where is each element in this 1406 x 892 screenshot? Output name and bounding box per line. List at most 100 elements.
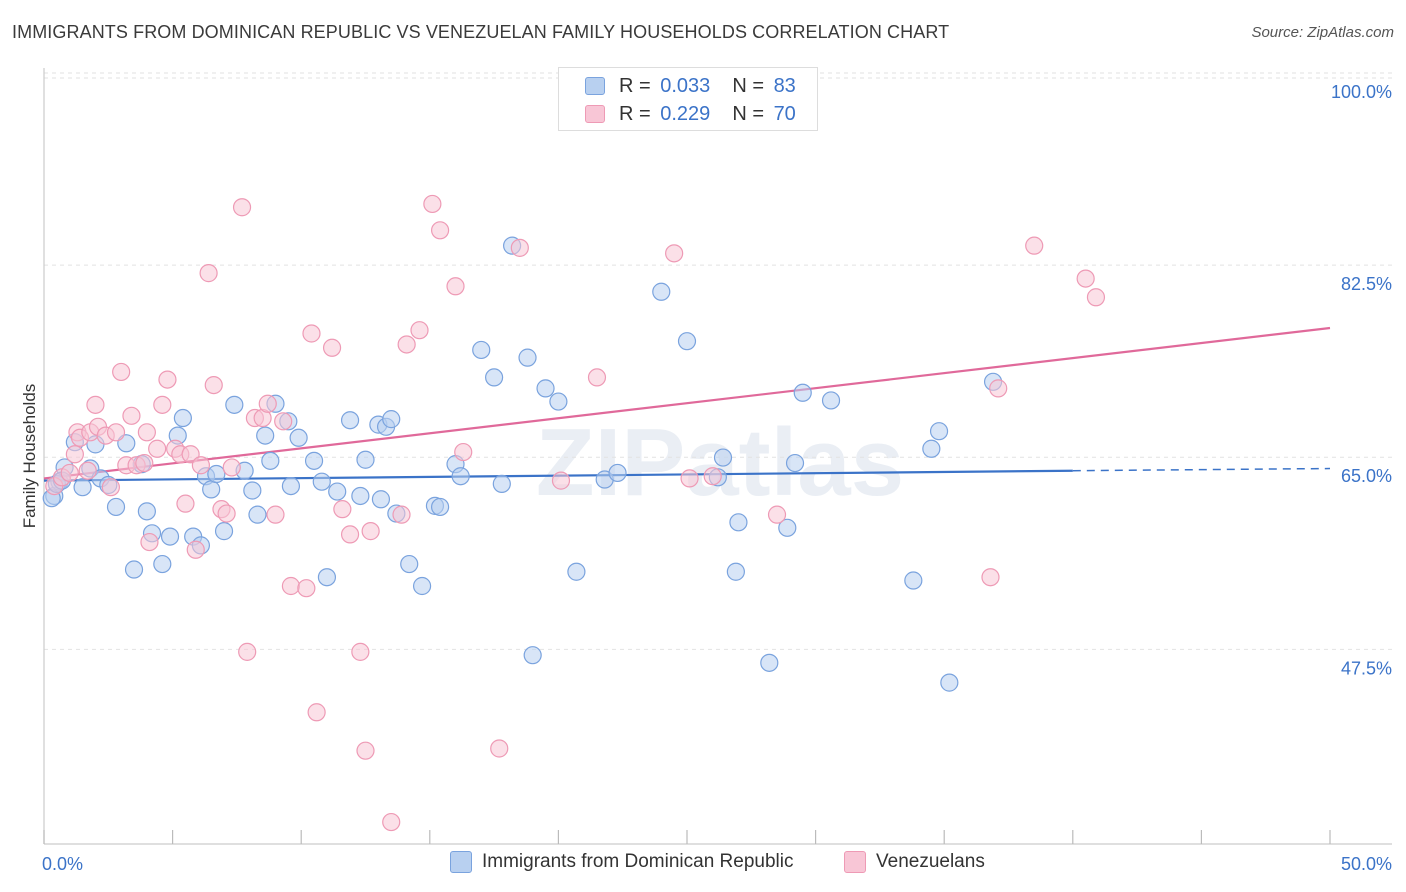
legend-item-dominican: Immigrants from Dominican Republic (450, 851, 794, 873)
x-tick-label: 50.0% (1341, 854, 1392, 874)
point-venezuelan (410, 321, 429, 340)
point-dominican (567, 562, 586, 581)
n-value: 83 (773, 74, 796, 97)
point-venezuelan (1025, 236, 1044, 255)
point-dominican (652, 282, 671, 301)
point-venezuelan (490, 739, 509, 758)
point-dominican (729, 513, 748, 532)
legend-swatch-venezuelan (585, 105, 605, 123)
gridlines (44, 72, 1392, 650)
legend-item-venezuelan: Venezuelans (844, 851, 985, 873)
point-venezuelan (78, 461, 97, 480)
n-value: 70 (773, 102, 796, 125)
point-venezuelan (238, 642, 257, 661)
point-dominican (677, 332, 697, 351)
r-value: 0.229 (660, 102, 711, 125)
point-venezuelan (392, 505, 411, 524)
point-dominican (317, 568, 337, 587)
axes (43, 68, 1392, 845)
point-dominican (73, 478, 92, 497)
point-venezuelan (351, 642, 370, 661)
legend-row-dominican: R = 0.033 N = 83 (585, 72, 796, 100)
trend-line-dominican-extension (1072, 467, 1331, 472)
point-dominican (485, 368, 504, 387)
point-dominican (922, 439, 941, 458)
legend-swatch-dominican (585, 77, 605, 95)
point-dominican (207, 464, 226, 484)
point-dominican (173, 408, 192, 428)
point-dominican (214, 522, 234, 541)
tick-labels: 47.5% 65.0% 82.5% 100.0% 0.0% 50.0% (42, 82, 1392, 874)
point-venezuelan (551, 471, 571, 490)
point-venezuelan (274, 412, 293, 431)
point-venezuelan (767, 505, 787, 524)
point-venezuelan (176, 494, 195, 513)
point-venezuelan (680, 469, 699, 488)
point-dominican (304, 451, 324, 470)
point-dominican (202, 480, 221, 499)
point-dominican (451, 467, 470, 486)
stats-legend: R = 0.033 N = 83 R = 0.229 N = 70 (558, 67, 818, 131)
point-venezuelan (430, 221, 450, 240)
point-dominican (400, 554, 419, 574)
point-venezuelan (454, 442, 473, 462)
point-venezuelan (340, 525, 360, 544)
point-dominican (289, 428, 308, 447)
point-venezuelan (510, 238, 529, 257)
point-dominican (225, 395, 244, 414)
point-venezuelan (137, 423, 156, 442)
point-dominican (536, 379, 555, 398)
n-label: N = (732, 74, 764, 97)
legend-swatch-dominican (450, 851, 472, 873)
point-dominican (248, 505, 267, 524)
point-venezuelan (307, 703, 326, 722)
y-axis-label: Family Households (20, 384, 39, 529)
point-dominican (778, 518, 797, 537)
point-venezuelan (122, 406, 141, 425)
point-venezuelan (258, 394, 277, 413)
point-dominican (124, 560, 144, 579)
y-tick-label: 100.0% (1331, 82, 1392, 102)
point-venezuelan (158, 370, 177, 389)
point-venezuelan (665, 244, 684, 263)
point-venezuelan (191, 456, 210, 475)
point-venezuelan (140, 532, 159, 552)
point-dominican (351, 486, 370, 506)
legend-label-venezuelan: Venezuelans (876, 851, 985, 872)
point-venezuelan (981, 568, 1000, 587)
point-venezuelan (587, 368, 607, 387)
point-dominican (430, 497, 450, 517)
point-dominican (929, 422, 949, 441)
r-label: R = (619, 74, 651, 97)
point-venezuelan (281, 576, 301, 596)
point-venezuelan (222, 458, 241, 477)
point-venezuelan (232, 198, 252, 217)
point-venezuelan (1076, 269, 1095, 288)
point-venezuelan (153, 395, 172, 414)
point-venezuelan (1086, 288, 1106, 307)
point-venezuelan (217, 504, 236, 523)
point-dominican (371, 490, 391, 509)
point-dominican (281, 476, 301, 496)
point-venezuelan (199, 264, 218, 283)
point-venezuelan (333, 500, 352, 519)
point-dominican (472, 340, 491, 360)
point-venezuelan (135, 453, 154, 473)
point-dominican (261, 451, 280, 470)
point-venezuelan (703, 467, 722, 486)
legend-label-dominican: Immigrants from Dominican Republic (482, 851, 794, 872)
x-tick-label: 0.0% (42, 854, 83, 874)
r-label: R = (619, 102, 651, 125)
point-venezuelan (65, 445, 84, 464)
y-tick-label: 47.5% (1341, 658, 1392, 678)
point-dominican (356, 450, 375, 469)
point-dominican (382, 410, 401, 429)
point-dominican (160, 527, 180, 546)
point-venezuelan (356, 741, 375, 760)
y-tick-label: 65.0% (1341, 466, 1392, 486)
point-dominican (549, 392, 568, 411)
data-points (42, 194, 1106, 832)
source-credit: Source: ZipAtlas.com (1251, 24, 1394, 41)
point-dominican (312, 472, 331, 491)
